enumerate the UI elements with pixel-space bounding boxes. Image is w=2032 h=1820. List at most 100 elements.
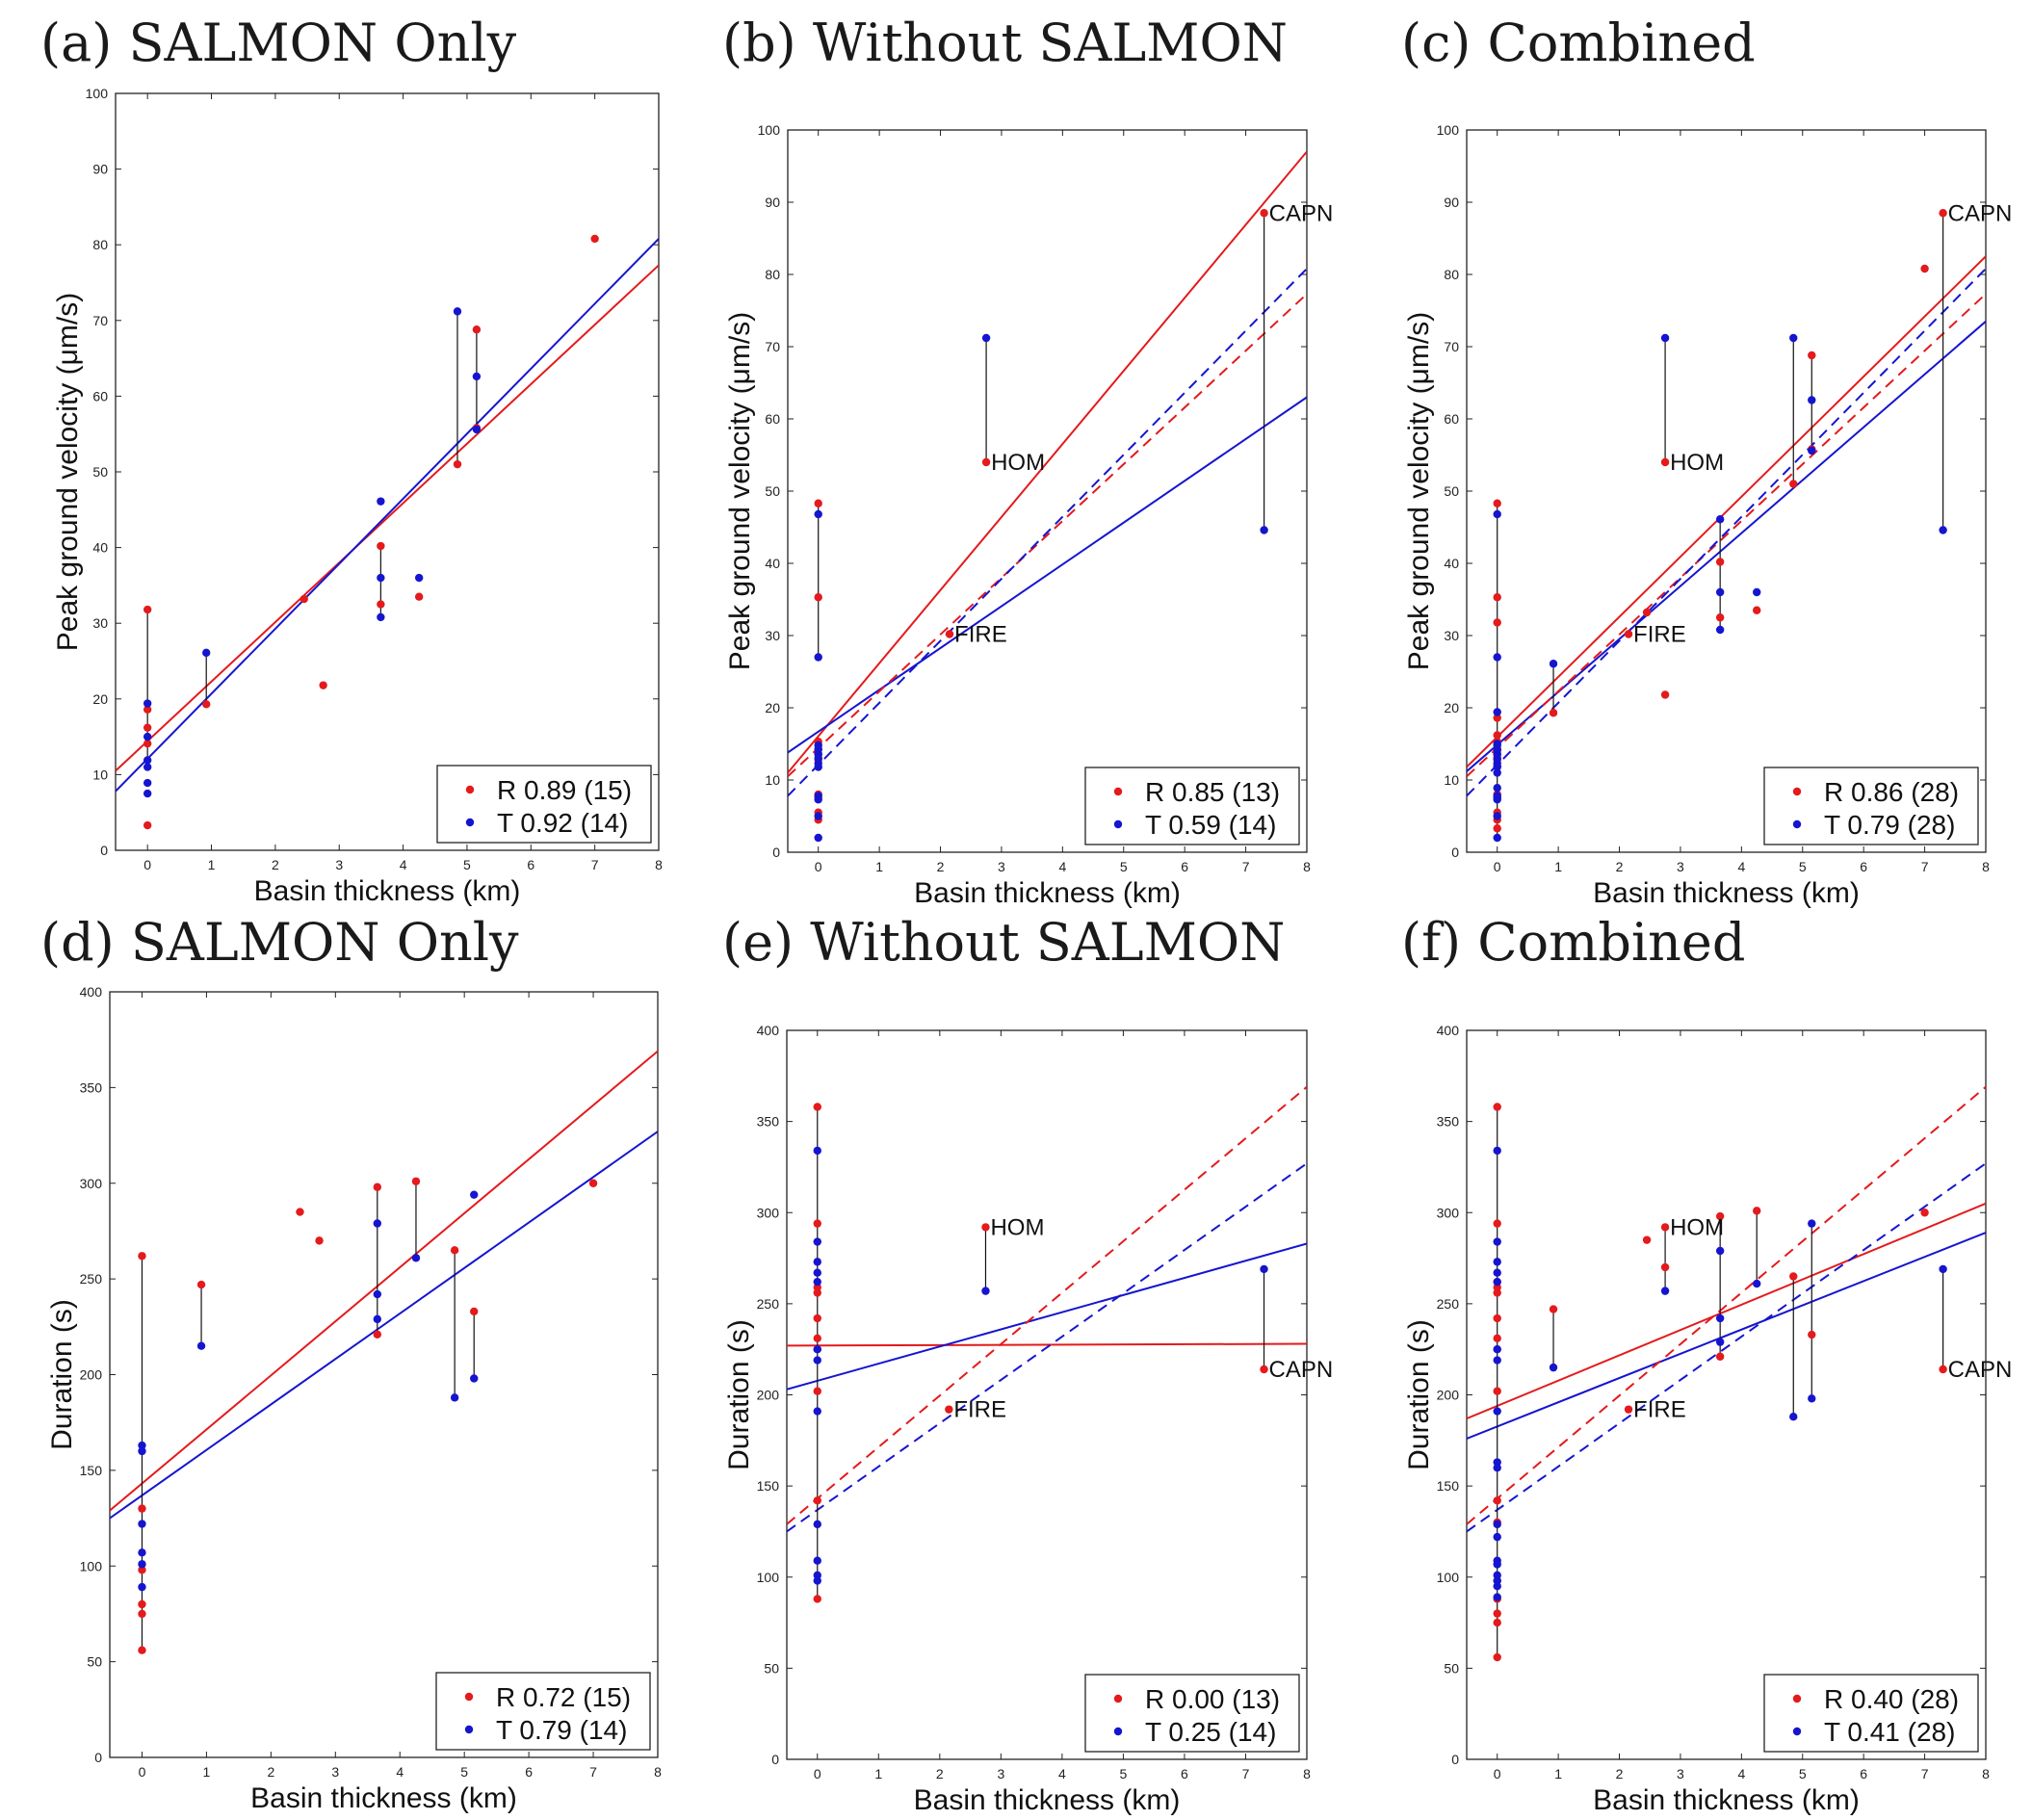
y-tick-label: 80 [92, 237, 108, 252]
y-tick-label: 80 [1444, 267, 1459, 282]
data-point-t [143, 778, 152, 788]
data-point-r [1789, 1272, 1798, 1281]
data-point-t [981, 333, 991, 343]
x-tick-label: 4 [1058, 859, 1066, 874]
data-point-t [373, 1219, 382, 1228]
y-tick-label: 150 [1437, 1478, 1460, 1494]
x-tick-label: 8 [654, 1764, 662, 1780]
data-point-r [138, 1252, 146, 1261]
plot-area [1467, 209, 1986, 843]
data-point-t [1493, 754, 1501, 763]
x-tick-label: 8 [1982, 859, 1990, 874]
x-tick-label: 8 [1303, 1766, 1311, 1781]
y-tick-label: 150 [757, 1478, 780, 1494]
y-tick-label: 30 [1444, 628, 1459, 643]
data-point-t [1808, 1394, 1816, 1403]
x-tick-label: 5 [1120, 859, 1128, 874]
y-axis-label: Duration (s) [723, 1319, 755, 1470]
x-tick-label: 1 [874, 1766, 882, 1781]
plot-frame [786, 1029, 1308, 1760]
y-tick-label: 90 [92, 162, 108, 177]
dashed-regression-line [1467, 293, 1986, 777]
data-point-r [813, 1595, 821, 1603]
chart-panel-f: (f) Combined 0 1 2 3 4 5 6 7 8 0 50 100 150 200 250 300 3… [1401, 912, 2012, 1816]
data-point-t [1715, 587, 1725, 597]
data-point-t [453, 307, 462, 316]
x-tick-label: 4 [1737, 1766, 1745, 1781]
data-point-t [472, 372, 482, 381]
data-point-r [1493, 593, 1501, 602]
data-point-r [377, 600, 385, 609]
y-tick-label: 100 [758, 122, 781, 138]
plot-frame [115, 92, 660, 851]
data-point-r [1260, 1365, 1268, 1374]
panel-title: (e) Without SALMON [722, 912, 1285, 973]
data-point-r [1753, 606, 1761, 614]
data-point-r [138, 1504, 146, 1513]
data-point-t [1753, 587, 1761, 597]
y-tick-label: 0 [1451, 1752, 1459, 1767]
data-point-t [1493, 1407, 1501, 1416]
x-axis-label: Basin thickness (km) [254, 875, 521, 907]
plot-frame [1466, 129, 1987, 853]
data-point-r [1642, 608, 1652, 617]
panel-title: (c) Combined [1401, 13, 1756, 73]
data-point-t [1808, 396, 1816, 404]
data-point-r [1808, 1330, 1816, 1339]
station-label: HOM [1670, 450, 1724, 476]
dashed-regression-line [787, 1162, 1307, 1533]
x-tick-label: 3 [997, 1766, 1004, 1781]
regression-line [788, 396, 1307, 754]
y-tick-label: 40 [765, 556, 780, 571]
legend-entry: R 0.86 (28) [1824, 777, 1959, 807]
legend-marker [1113, 819, 1123, 829]
y-tick-label: 300 [80, 1176, 103, 1191]
y-tick-label: 250 [1437, 1296, 1460, 1312]
data-point-t [981, 1287, 990, 1295]
x-tick-label: 0 [1494, 1766, 1501, 1781]
data-point-r [196, 1280, 206, 1289]
y-tick-label: 400 [80, 984, 103, 1000]
x-tick-label: 5 [1799, 1766, 1807, 1781]
legend-marker [1113, 787, 1123, 796]
chart-panel-e: (e) Without SALMON 0 1 2 3 4 5 6 7 8 0 50 100 150 200 2… [722, 912, 1333, 1816]
legend-entry: T 0.59 (14) [1145, 810, 1276, 840]
data-point-r [373, 1183, 382, 1191]
x-tick-label: 8 [1982, 1766, 1990, 1781]
data-point-t [1789, 333, 1798, 343]
data-point-r [319, 681, 327, 689]
legend-marker [464, 1725, 474, 1734]
x-tick-label: 7 [1242, 1766, 1250, 1781]
data-point-r [1260, 209, 1268, 218]
y-tick-label: 250 [757, 1296, 780, 1312]
data-point-r [813, 1496, 821, 1505]
data-point-r [981, 1223, 990, 1232]
y-tick-label: 50 [1444, 1660, 1459, 1676]
data-point-t [1493, 812, 1501, 820]
dashed-regression-line [1467, 1162, 1986, 1533]
data-point-t [814, 812, 822, 820]
y-tick-label: 60 [765, 411, 780, 427]
data-point-r [450, 1246, 459, 1255]
data-point-r [1789, 480, 1798, 488]
y-tick-label: 350 [757, 1114, 780, 1130]
data-point-t [813, 1520, 821, 1529]
data-point-t [813, 1576, 821, 1585]
data-point-t [1939, 1264, 1947, 1274]
data-point-t [138, 1560, 146, 1569]
legend-entry: T 0.79 (28) [1824, 810, 1955, 840]
legend-marker [1792, 819, 1802, 829]
data-point-t [1493, 1464, 1501, 1472]
data-point-t [1493, 1560, 1501, 1569]
x-tick-label: 4 [396, 1764, 404, 1780]
y-tick-label: 200 [80, 1367, 103, 1383]
y-tick-label: 400 [1437, 1023, 1460, 1038]
data-point-t [1493, 1532, 1501, 1542]
y-tick-label: 10 [765, 772, 780, 788]
data-point-t [813, 1237, 821, 1246]
data-point-r [1624, 630, 1633, 638]
station-label: FIRE [1633, 1397, 1686, 1423]
data-point-r [143, 739, 152, 748]
legend-marker [1113, 1727, 1123, 1736]
